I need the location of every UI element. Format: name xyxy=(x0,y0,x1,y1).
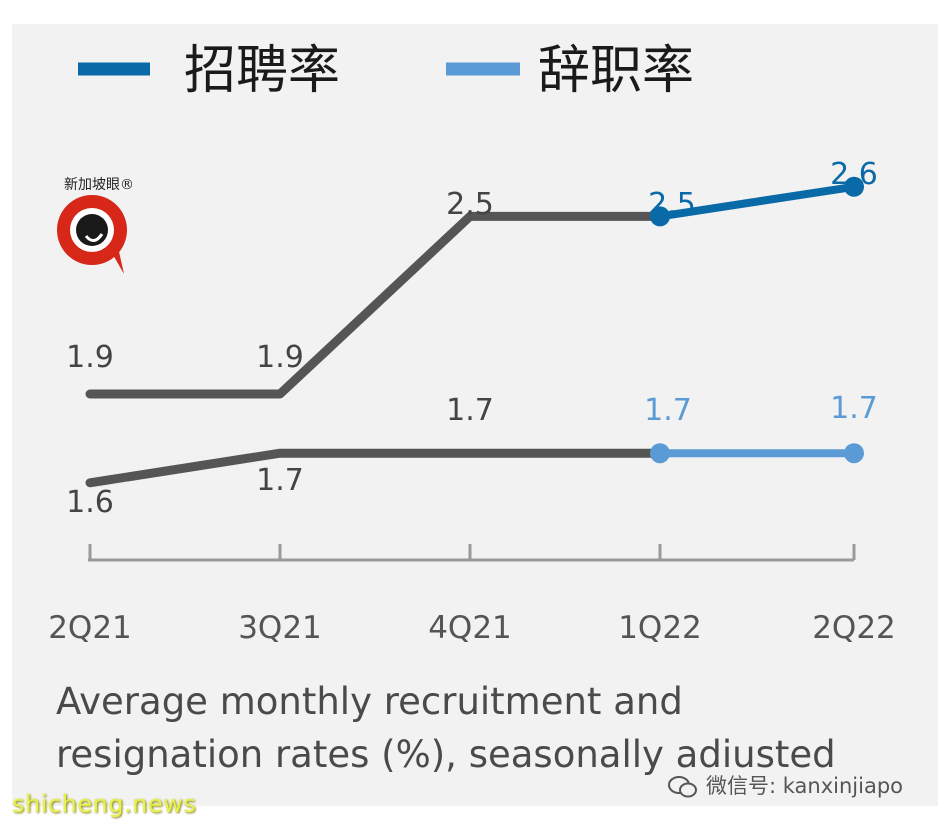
chart-caption-line-2: resignation rates (%), seasonally adiust… xyxy=(56,733,836,776)
data-label-resignation-4q21: 1.7 xyxy=(446,393,494,428)
x-axis: 2Q21 3Q21 4Q21 1Q22 2Q22 xyxy=(48,544,896,646)
watermark-right: 微信号: kanxinjiapo xyxy=(668,770,903,800)
legend-label-recruitment: 招聘率 xyxy=(184,41,340,101)
data-label-resignation-3q21: 1.7 xyxy=(256,463,304,498)
series-line-resignation-history xyxy=(85,448,665,488)
wechat-icon xyxy=(668,776,697,798)
point-recruitment-1q22 xyxy=(650,206,670,227)
x-tick-label-2q21: 2Q21 xyxy=(48,610,132,646)
data-label-recruitment-2q21: 1.9 xyxy=(66,340,114,375)
series-markers xyxy=(650,176,864,464)
data-label-resignation-2q22: 1.7 xyxy=(830,391,878,426)
logo-highlight xyxy=(84,233,104,242)
legend: 招聘率 辞职率 xyxy=(78,41,694,101)
x-tick-label-2q22: 2Q22 xyxy=(812,610,896,646)
watermark-left: shicheng.news xyxy=(12,790,197,818)
point-resignation-2q22 xyxy=(844,443,864,464)
series-line-recruitment-highlight xyxy=(656,182,858,221)
watermark-right-text: 微信号: kanxinjiapo xyxy=(706,774,904,798)
data-label-resignation-2q21: 1.6 xyxy=(66,485,114,520)
data-label-recruitment-1q22: 2.5 xyxy=(648,187,696,222)
data-label-recruitment-3q21: 1.9 xyxy=(256,340,304,375)
point-recruitment-2q22 xyxy=(844,176,864,197)
legend-label-resignation: 辞职率 xyxy=(538,41,694,101)
data-label-resignation-1q22: 1.7 xyxy=(644,393,692,428)
chart-card: 招聘率 辞职率 新加坡眼® 1.9 1.9 2.5 2.5 2.6 1.6 1.7 1.7 1.… xyxy=(12,24,938,806)
logo: 新加坡眼® xyxy=(57,177,134,274)
series-line-recruitment-history xyxy=(85,211,665,399)
line-chart: 招聘率 辞职率 新加坡眼® 1.9 1.92.5 2.52.61.61.71.7 1.… xyxy=(48,41,896,646)
x-tick-label-4q21: 4Q21 xyxy=(428,610,512,646)
chart-caption-line-1: Average monthly recruitment and xyxy=(56,680,683,723)
x-tick-label-1q22: 1Q22 xyxy=(618,610,702,646)
logo-text: 新加坡眼® xyxy=(64,177,134,193)
x-tick-label-3q21: 3Q21 xyxy=(238,610,322,646)
data-label-recruitment-4q21: 2.5 xyxy=(446,187,494,222)
point-resignation-1q22 xyxy=(650,443,670,464)
data-label-recruitment-2q22: 2.6 xyxy=(830,157,878,192)
series-lines xyxy=(85,182,858,488)
data-labels: 1.9 1.9 2.5 2.5 2.6 1.6 1.7 1.7 1.7 1.7 xyxy=(66,157,878,520)
